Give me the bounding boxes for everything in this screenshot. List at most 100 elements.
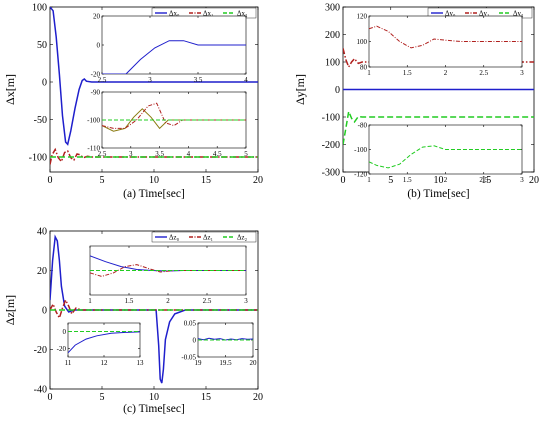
inset-1-0-xtick-label: 2	[444, 69, 448, 77]
panel-0-legend-label: Δx₀	[169, 10, 180, 18]
inset-2-2-xtick-label: 19	[195, 359, 203, 367]
inset-1-1-ytick-label: -80	[358, 122, 368, 130]
panel-0-legend-label: Δx₁	[203, 10, 213, 18]
panel-1-ytick-label: 200	[325, 30, 340, 41]
inset-1-1-ytick-label: -100	[354, 146, 367, 154]
inset-1-1: 1 1.5 2 2.5 3 -80 -100 -120	[354, 122, 524, 185]
panel-2-legend-box	[151, 231, 257, 243]
panel-0-ytick-label: 100	[32, 3, 47, 14]
panel-2-xtick-label: 10	[149, 392, 159, 403]
panel-0-ytick-label: 0	[42, 78, 47, 89]
inset-1-0-xtick-label: 2.5	[479, 69, 488, 77]
inset-2-2-xtick-label: 19.5	[219, 359, 232, 367]
inset-2-0-xtick-label: 2	[166, 297, 170, 305]
inset-1-1-xtick-label: 1	[367, 176, 371, 184]
inset-1-0: 1 1.5 2 2.5 3 120 100 80	[357, 13, 525, 78]
panel-0-legend-label: Δx₂	[237, 10, 248, 18]
inset-1-0-ytick-label: 100	[357, 38, 368, 46]
inset-2-0-xtick-label: 1.5	[125, 297, 134, 305]
panel-1-caption: (b) Time[sec]	[407, 188, 469, 200]
inset-1-0-xtick-label: 1	[367, 69, 371, 77]
inset-1-1-xtick-label: 3	[520, 176, 524, 184]
panel-2-caption: (c) Time[sec]	[123, 403, 185, 415]
panel-2-ytick-label: 40	[37, 227, 47, 238]
inset-2-2-ytick-label: -0.05	[181, 354, 196, 362]
inset-1-1-xtick-label: 2	[444, 176, 448, 184]
panel-1-legend-label: Δy₂	[513, 10, 524, 18]
inset-0-1-series-1-line	[102, 102, 246, 129]
inset-2-1-ytick-label: -20	[57, 345, 67, 353]
panel-1-ytick-label: 0	[335, 85, 340, 96]
inset-0-0-ytick-label: -20	[91, 71, 101, 79]
inset-2-0-xtick-label: 2.5	[203, 297, 212, 305]
panel-0-ytick-label: 50	[37, 40, 47, 51]
inset-2-0-series-1-line	[90, 264, 246, 277]
inset-2-2-ytick-label: 0	[193, 337, 197, 345]
chart-panel-b: 0 5 10 15 20 300 200 100 0 -100 -200 -300 Δy[m] (b) T…	[293, 3, 539, 201]
panel-1-legend-label: Δy₁	[479, 10, 489, 18]
panel-0-ytick-label: -100	[29, 153, 47, 164]
inset-2-1: 11 12 13 0 -20	[57, 322, 145, 367]
inset-0-1-xtick-label: 3	[129, 150, 133, 158]
inset-0-0-ytick-label: 20	[93, 13, 101, 21]
panel-0-ylabel: Δx[m]	[3, 74, 17, 105]
panel-0-ytick-label: -50	[34, 115, 47, 126]
panel-0-xtick-label: 5	[100, 175, 105, 186]
inset-1-0-xtick-label: 1.5	[403, 69, 412, 77]
panel-2-ylabel: Δz[m]	[3, 295, 17, 325]
inset-0-0-ytick-label: 0	[97, 42, 101, 50]
panel-2-ytick-label: -20	[34, 345, 47, 356]
panel-2-ytick-label: 0	[42, 306, 47, 317]
inset-2-0-xtick-label: 3	[244, 297, 248, 305]
inset-1-1-xtick-label: 1.5	[403, 176, 412, 184]
inset-2-2-ytick-label: 0.05	[184, 320, 197, 328]
inset-1-0-series-0-line	[369, 25, 522, 49]
inset-2-1-frame	[67, 322, 141, 358]
panel-0-xtick-label: 15	[201, 175, 211, 186]
panel-0-xtick-label: 10	[149, 175, 159, 186]
panel-0-xtick-label: 0	[48, 175, 53, 186]
inset-0-1-xtick-label: 2.5	[98, 150, 107, 158]
inset-1-0-ytick-label: 80	[360, 64, 368, 72]
panel-1-ytick-label: -300	[322, 168, 340, 179]
chart-panel-a: 0 5 10 15 20 100 50 0 -50 -100 Δx[m] (a) Time[sec] Δ…	[3, 3, 263, 201]
inset-2-1-ytick-label: 0	[63, 328, 67, 336]
inset-0-0-series-0-line	[102, 40, 246, 74]
inset-2-0-xtick-label: 1	[88, 297, 92, 305]
panel-1-ytick-label: 100	[325, 58, 340, 69]
panel-2-ytick-label: 20	[37, 266, 47, 277]
panel-1-series-2-line	[343, 108, 534, 145]
inset-2-0: 1 1.5 2 2.5 3	[88, 245, 248, 305]
inset-2-1-xtick-label: 13	[137, 359, 145, 367]
panel-1-xtick-label: 10	[434, 175, 444, 186]
inset-0-0-xtick-label: 3	[148, 76, 152, 84]
panel-2-ytick-label: -40	[34, 385, 47, 396]
panel-1-xtick-label: 15	[481, 175, 491, 186]
inset-0-1-xtick-label: 4	[187, 150, 191, 158]
inset-2-2: 19 19.5 20 0.05 0 -0.05	[181, 320, 257, 368]
inset-2-2-xtick-label: 20	[250, 359, 258, 367]
inset-1-1-series-0-line	[369, 145, 522, 169]
panel-1-series-1-line	[343, 48, 534, 69]
inset-1-0-xtick-label: 3	[520, 69, 524, 77]
panel-0-caption: (a) Time[sec]	[123, 188, 185, 200]
inset-1-1-xtick-label: 2.5	[479, 176, 488, 184]
inset-0-1-ytick-label: -100	[87, 117, 100, 125]
panel-0-series-0-line	[50, 7, 258, 146]
inset-0-1-ytick-label: -90	[91, 89, 101, 97]
panel-1-xtick-label: 20	[529, 175, 539, 186]
panel-2-legend-label: Δz₀	[169, 234, 180, 242]
panel-2-xtick-label: 15	[201, 392, 211, 403]
panel-1-ytick-label: -200	[322, 140, 340, 151]
panel-1-ytick-label: -100	[322, 113, 340, 124]
panel-1-legend-label: Δy₀	[445, 10, 456, 18]
panel-2-legend-label: Δz₁	[203, 234, 213, 242]
inset-0-0: 2.5 3 3.5 4 20 0 -20	[91, 13, 249, 85]
inset-1-1-ytick-label: -120	[354, 171, 367, 179]
inset-0-1-xtick-label: 4.5	[213, 150, 222, 158]
inset-0-1-xtick-label: 3.5	[155, 150, 164, 158]
inset-2-1-xtick-label: 12	[101, 359, 109, 367]
inset-0-0-xtick-label: 3.5	[194, 76, 203, 84]
